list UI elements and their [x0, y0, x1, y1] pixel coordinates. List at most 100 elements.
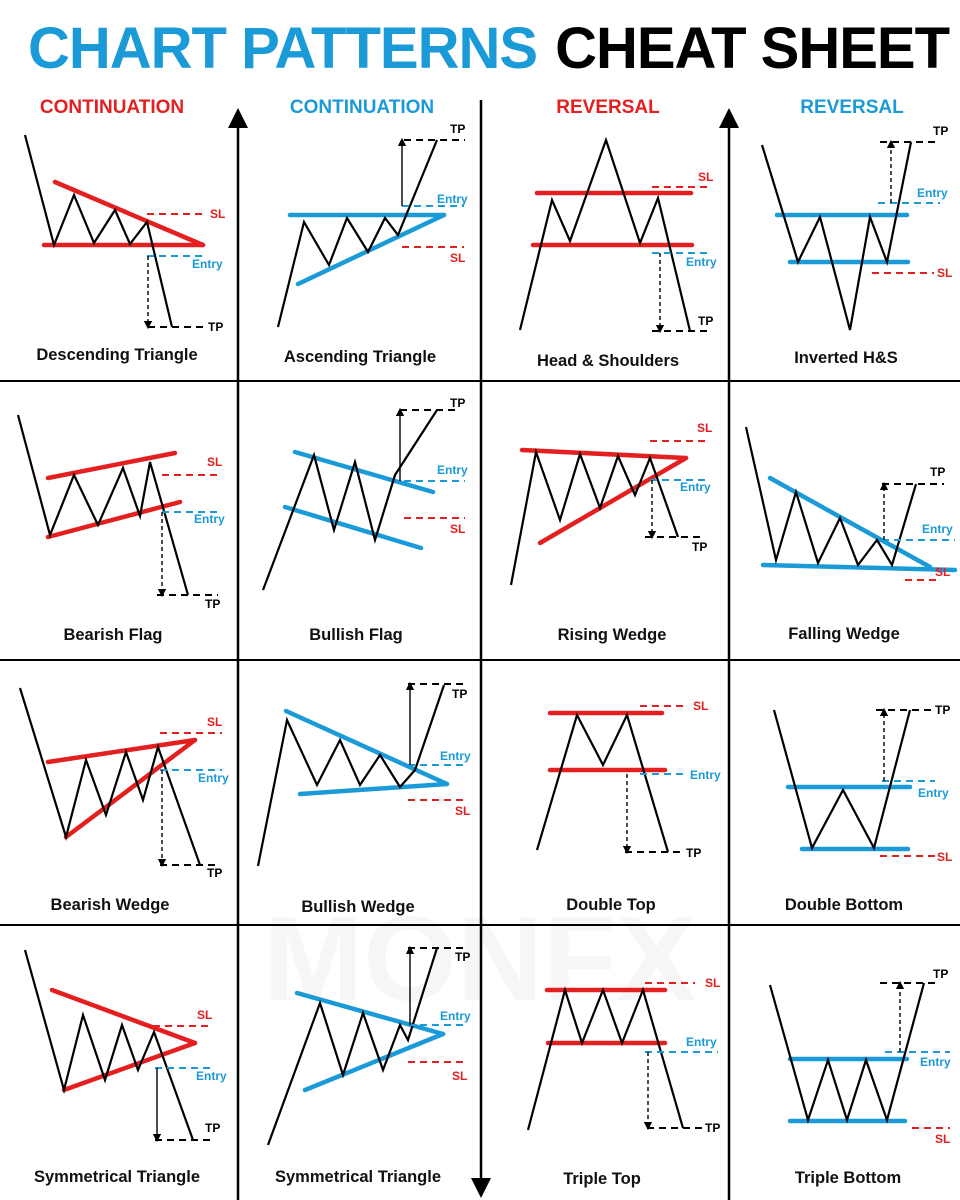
price-line	[256, 684, 446, 867]
trendline	[45, 450, 178, 481]
tp-label: TP	[686, 846, 701, 860]
sl-label: SL	[207, 455, 222, 469]
entry-label: Entry	[918, 786, 949, 800]
pattern-name: Falling Wedge	[788, 625, 900, 643]
tp-label: TP	[205, 1121, 220, 1135]
pattern-panel: SL Entry TP Triple Top	[526, 976, 720, 1188]
page-title: CHART PATTERNS CHEAT SHEET	[28, 16, 950, 81]
title-part2: CHEAT SHEET	[555, 16, 950, 81]
entry-label: Entry	[437, 463, 468, 477]
trendline	[45, 737, 198, 765]
sl-label: SL	[705, 976, 720, 990]
pattern-name: Inverted H&S	[794, 349, 898, 367]
grid-lines	[0, 100, 960, 1200]
price-line	[760, 141, 913, 331]
pattern-name: Symmetrical Triangle	[275, 1168, 441, 1186]
pattern-name: Triple Top	[563, 1170, 641, 1188]
price-line	[276, 139, 439, 328]
price-line	[23, 949, 195, 1141]
pattern-panel: SL Entry TP Bearish Flag	[16, 414, 225, 644]
price-line	[772, 709, 912, 851]
pattern-name: Bullish Flag	[309, 626, 403, 644]
tp-label: TP	[208, 320, 223, 334]
pattern-name: Double Top	[566, 896, 656, 914]
sl-label: SL	[937, 266, 952, 280]
pattern-name: Rising Wedge	[558, 626, 667, 644]
sl-label: SL	[450, 522, 465, 536]
price-line	[768, 982, 926, 1124]
pattern-name: Triple Bottom	[795, 1169, 901, 1187]
trendline	[61, 1040, 198, 1093]
pattern-panel: SL Entry TP Ascending Triangle	[276, 122, 468, 366]
trendline	[760, 562, 958, 573]
pattern-panel: SL Entry TP Bullish Flag	[261, 396, 468, 644]
sl-label: SL	[693, 699, 708, 713]
price-line	[18, 687, 202, 866]
trendline	[519, 447, 689, 461]
trendline	[297, 781, 450, 797]
sl-label: SL	[452, 1069, 467, 1083]
trendline	[294, 990, 446, 1037]
pattern-name: Double Bottom	[785, 896, 903, 914]
tp-label: TP	[450, 396, 465, 410]
trendline	[45, 499, 183, 540]
tp-label: TP	[205, 597, 220, 611]
entry-label: Entry	[196, 1069, 227, 1083]
trendline	[295, 212, 447, 287]
price-line	[261, 409, 438, 591]
tp-label: TP	[450, 122, 465, 136]
tp-label: TP	[698, 314, 713, 328]
trendline	[49, 987, 198, 1046]
entry-label: Entry	[686, 255, 717, 269]
tp-label: TP	[933, 124, 948, 138]
trendline	[283, 708, 450, 787]
entry-label: Entry	[686, 1035, 717, 1049]
column-header: REVERSAL	[800, 97, 904, 118]
entry-label: Entry	[680, 480, 711, 494]
price-line	[16, 414, 190, 596]
entry-label: Entry	[437, 192, 468, 206]
pattern-name: Head & Shoulders	[537, 352, 679, 370]
sl-label: SL	[455, 804, 470, 818]
pattern-panel: SL Entry TP Double Bottom	[772, 703, 952, 914]
sl-label: SL	[935, 565, 950, 579]
entry-label: Entry	[920, 1055, 951, 1069]
pattern-name: Bearish Wedge	[51, 896, 170, 914]
sl-label: SL	[207, 715, 222, 729]
price-line	[744, 426, 918, 568]
pattern-panel: SL Entry TP Triple Bottom	[768, 967, 951, 1187]
entry-label: Entry	[198, 771, 229, 785]
pattern-panel: SL Entry TP Head & Shoulders	[518, 136, 717, 370]
sl-label: SL	[197, 1008, 212, 1022]
entry-label: Entry	[917, 186, 948, 200]
trendline	[63, 737, 198, 840]
trendline	[292, 449, 436, 495]
pattern-name: Symmetrical Triangle	[34, 1168, 200, 1186]
trendline	[282, 504, 424, 551]
tp-label: TP	[452, 687, 467, 701]
pattern-panel: SL Entry TP Bearish Wedge	[18, 687, 229, 914]
price-line	[266, 947, 439, 1146]
tp-label: TP	[935, 703, 950, 717]
column-header: CONTINUATION	[290, 97, 434, 118]
entry-label: Entry	[440, 1009, 471, 1023]
trendline	[52, 179, 206, 248]
price-line	[509, 447, 680, 586]
sl-label: SL	[697, 421, 712, 435]
tp-label: TP	[692, 540, 707, 554]
price-line	[518, 136, 692, 332]
pattern-panel: SL Entry TP Inverted H&S	[760, 124, 952, 367]
sl-label: SL	[210, 207, 225, 221]
pattern-panel: SL Entry TP Rising Wedge	[509, 421, 712, 644]
price-line	[535, 711, 670, 853]
sl-label: SL	[935, 1132, 950, 1146]
trendline	[302, 1031, 446, 1093]
tp-label: TP	[705, 1121, 720, 1135]
tp-label: TP	[933, 967, 948, 981]
pattern-panel: SL Entry TP Symmetrical Triangle	[266, 945, 471, 1186]
price-line	[526, 986, 685, 1131]
entry-label: Entry	[194, 512, 225, 526]
pattern-panel: SL Entry TP Falling Wedge	[744, 426, 958, 643]
tp-label: TP	[930, 465, 945, 479]
